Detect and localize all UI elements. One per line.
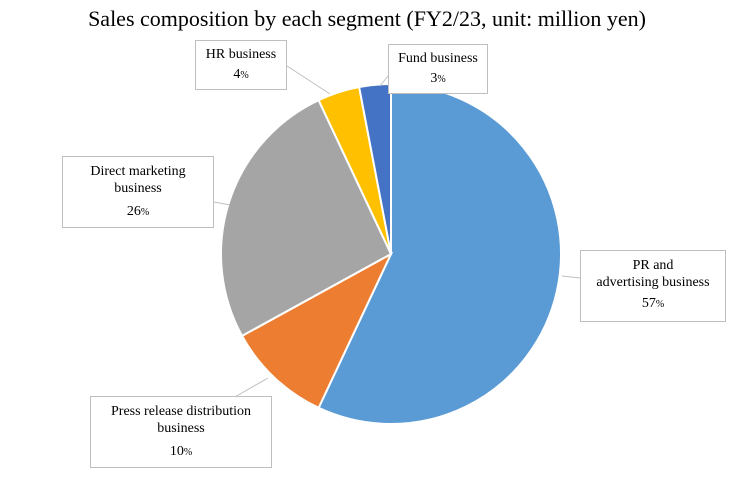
label-pr-advertising-name-1: PR and (632, 258, 674, 273)
label-pr-advertising-name-2: advertising business (596, 275, 710, 290)
label-direct-marketing: Direct marketing business 26% (62, 156, 214, 228)
label-fund-unit: % (437, 74, 446, 85)
leader-pr-advertising (561, 275, 581, 279)
label-direct-marketing-value: 26 (126, 204, 141, 219)
label-hr-value: 4 (233, 67, 241, 82)
label-pr-advertising-value: 57 (641, 296, 656, 311)
leader-hr (286, 65, 331, 95)
pie-slice-pr-advertising (317, 82, 562, 425)
label-fund-value: 3 (430, 71, 438, 86)
label-hr-name: HR business (205, 47, 277, 62)
leader-fund (379, 75, 389, 87)
label-fund: Fund business 3% (388, 44, 488, 94)
label-press-release-name-1: Press release distribution (111, 404, 251, 419)
label-press-release-value: 10 (169, 444, 184, 459)
label-direct-marketing-name-2: business (114, 181, 162, 196)
label-direct-marketing-name-1: Direct marketing (90, 164, 186, 179)
chart-title: Sales composition by each segment (FY2/2… (88, 6, 646, 31)
label-hr-unit: % (240, 70, 249, 81)
label-press-release-unit: % (183, 447, 193, 458)
label-pr-advertising: PR and advertising business 57% (580, 250, 726, 322)
label-press-release: Press release distribution business 10% (90, 396, 272, 468)
label-pr-advertising-unit: % (655, 299, 665, 310)
label-press-release-name-2: business (157, 421, 205, 436)
pie-slice-press-release (240, 251, 394, 410)
label-fund-name: Fund business (398, 51, 478, 66)
pie-slices (220, 82, 562, 425)
leader-direct-marketing (213, 201, 231, 206)
pie-slice-direct-marketing (220, 98, 393, 338)
label-direct-marketing-unit: % (140, 207, 150, 218)
label-hr: HR business 4% (195, 40, 287, 90)
